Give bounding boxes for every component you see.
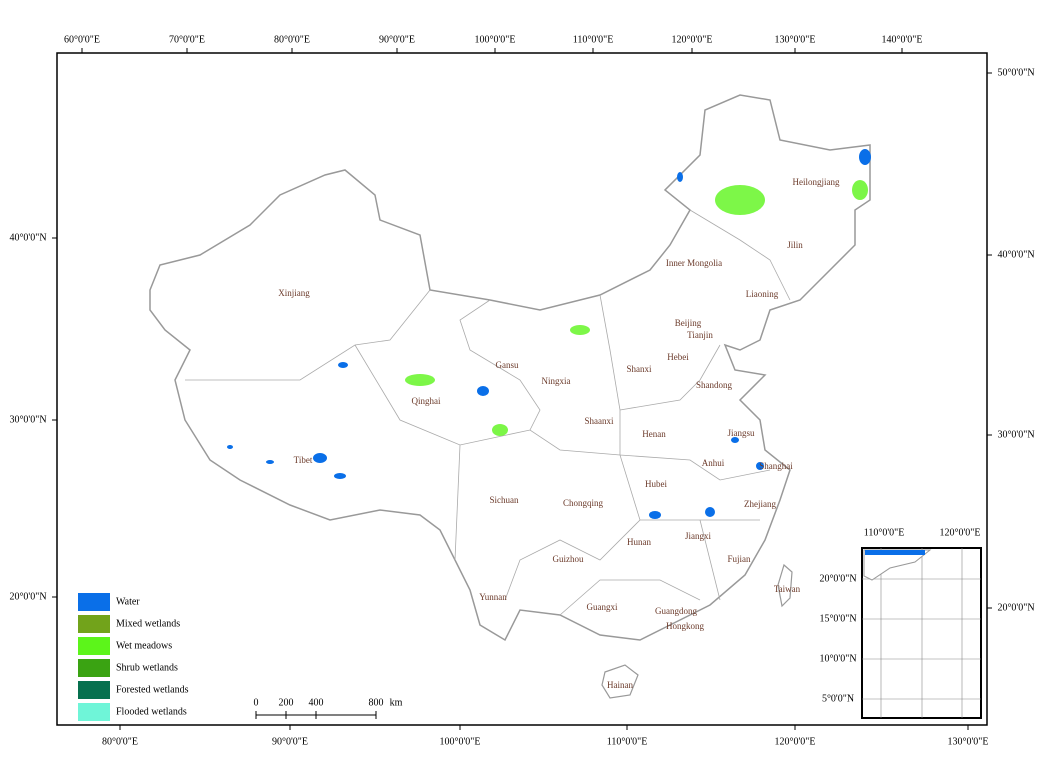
inset-coast (863, 549, 932, 581)
top-lon-label: 100°0'0"E (475, 34, 516, 45)
region-label: Qinghai (412, 396, 441, 406)
top-lon-label: 90°0'0"E (379, 34, 415, 45)
region-label: Hunan (627, 537, 651, 547)
scale-label: 0 (254, 697, 259, 708)
region-label: Tibet (294, 455, 313, 465)
left-lat-label: 40°0'0"N (9, 232, 46, 243)
region-label: Shaanxi (585, 416, 614, 426)
region-label: Heilongjiang (793, 177, 840, 187)
inset-lon-label: 110°0'0"E (864, 527, 905, 538)
scale-unit: km (390, 697, 403, 708)
region-label: Gansu (496, 360, 519, 370)
legend-swatch (78, 659, 110, 677)
region-label: Ningxia (542, 376, 571, 386)
inset-lon-label: 120°0'0"E (940, 527, 981, 538)
region-label: Xinjiang (278, 288, 310, 298)
region-label: Hebei (667, 352, 689, 362)
region-label: Fujian (727, 554, 751, 564)
legend-swatch (78, 637, 110, 655)
bottom-lon-label: 110°0'0"E (607, 736, 648, 747)
region-label: Chongqing (563, 498, 604, 508)
region-label: Jiangsu (728, 428, 756, 438)
region-label: Sichuan (490, 495, 519, 505)
inset-graticule (862, 548, 981, 718)
region-label: Guangdong (655, 606, 697, 616)
region-label: Jilin (787, 240, 803, 250)
region-label: Hongkong (666, 621, 704, 631)
region-label: Henan (642, 429, 666, 439)
region-label: Anhui (702, 458, 725, 468)
hainan-outline (601, 664, 639, 699)
right-lat-label: 30°0'0"N (997, 429, 1034, 440)
right-lat-label: 20°0'0"N (997, 602, 1034, 613)
legend-swatch (78, 681, 110, 699)
left-lat-label: 30°0'0"N (9, 414, 46, 425)
region-label: Shanghai (759, 461, 793, 471)
top-lon-label: 110°0'0"E (573, 34, 614, 45)
bottom-lon-label: 130°0'0"E (948, 736, 989, 747)
region-label: Beijing (675, 318, 702, 328)
inset-lat-label: 10°0'0"N (819, 653, 856, 664)
legend-swatch (78, 703, 110, 721)
inset-lat-label: 20°0'0"N (819, 573, 856, 584)
wetland-patches (405, 180, 868, 436)
region-label: Guizhou (553, 554, 584, 564)
right-lat-label: 50°0'0"N (997, 67, 1034, 78)
taiwan-outline (777, 563, 793, 608)
inset-water (865, 550, 925, 555)
bottom-lon-label: 90°0'0"E (272, 736, 308, 747)
left-lat-label: 20°0'0"N (9, 591, 46, 602)
legend-label: Forested wetlands (116, 684, 189, 695)
top-lon-label: 80°0'0"E (274, 34, 310, 45)
legend-label: Shrub wetlands (116, 662, 178, 673)
water-bodies (227, 149, 871, 519)
bottom-lon-label: 80°0'0"E (102, 736, 138, 747)
legend-swatch (78, 593, 110, 611)
region-label: Shanxi (626, 364, 652, 374)
region-label: Inner Mongolia (666, 258, 722, 268)
bottom-lon-label: 100°0'0"E (440, 736, 481, 747)
inset-lat-label: 15°0'0"N (819, 613, 856, 624)
region-label: Liaoning (746, 289, 779, 299)
region-label: Jiangxi (685, 531, 711, 541)
inset-lat-label: 5°0'0"N (822, 693, 854, 704)
region-label: Taiwan (774, 584, 801, 594)
legend-label: Flooded wetlands (116, 706, 187, 717)
scale-label: 400 (309, 697, 324, 708)
country-outline (149, 94, 871, 642)
top-lon-label: 60°0'0"E (64, 34, 100, 45)
scale-label: 200 (279, 697, 294, 708)
legend-swatch (78, 615, 110, 633)
inset-frame (861, 547, 982, 719)
region-label: Tianjin (687, 330, 713, 340)
legend-label: Wet meadows (116, 640, 172, 651)
region-label: Guangxi (587, 602, 618, 612)
region-label: Hainan (607, 680, 633, 690)
top-lon-label: 120°0'0"E (672, 34, 713, 45)
region-label: Hubei (645, 479, 667, 489)
bottom-lon-label: 120°0'0"E (775, 736, 816, 747)
region-label: Shandong (696, 380, 733, 390)
region-label: Yunnan (479, 592, 507, 602)
province-boundaries (185, 209, 791, 616)
top-lon-label: 70°0'0"E (169, 34, 205, 45)
top-lon-label: 130°0'0"E (775, 34, 816, 45)
legend-label: Mixed wetlands (116, 618, 180, 629)
top-lon-label: 140°0'0"E (882, 34, 923, 45)
right-lat-label: 40°0'0"N (997, 249, 1034, 260)
scale-label: 800 (369, 697, 384, 708)
region-label: Zhejiang (744, 499, 776, 509)
legend-label: Water (116, 596, 140, 607)
